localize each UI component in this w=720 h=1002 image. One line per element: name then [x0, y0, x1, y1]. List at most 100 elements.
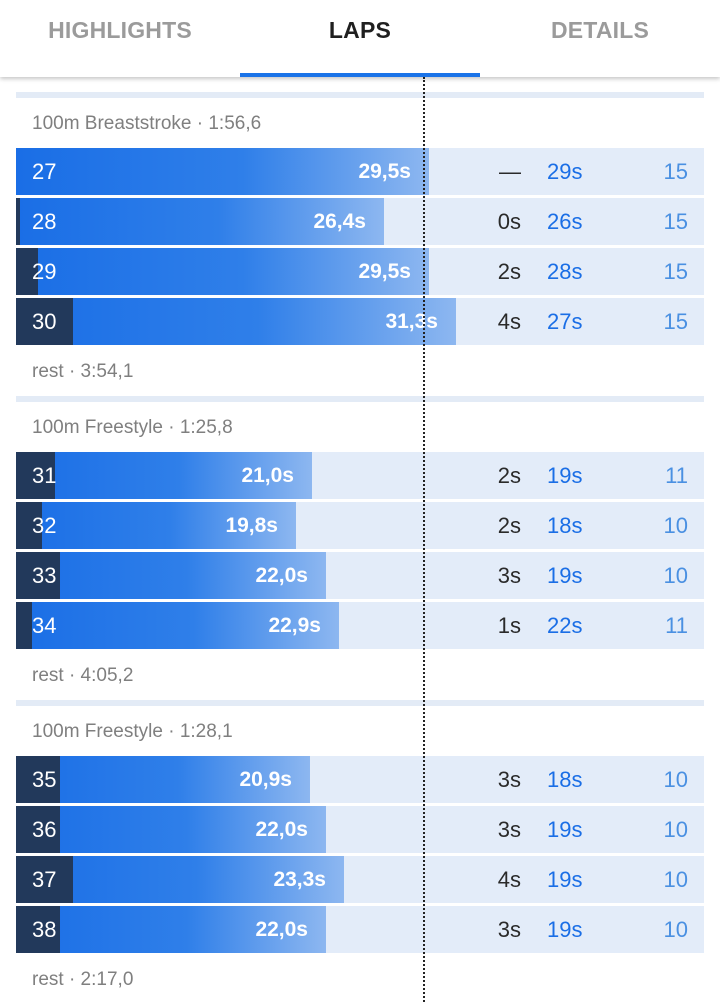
lap-time-bar	[16, 552, 326, 599]
lap-split: 19s	[547, 867, 583, 892]
tab-laps[interactable]: LAPS	[240, 0, 480, 77]
set-title: 100m Breaststroke · 1:56,6	[32, 113, 262, 134]
lap-time: 22,9s	[268, 614, 321, 637]
lap-time: 19,8s	[225, 514, 278, 537]
lap-strokes: 15	[663, 309, 688, 334]
tab-bar: HIGHLIGHTS LAPS DETAILS	[0, 0, 720, 77]
lap-difference: —	[499, 159, 521, 184]
rest-duration: rest · 4:05,2	[32, 665, 134, 686]
lap-rest-segment	[16, 502, 42, 549]
lap-row[interactable]: 38 22,0s 3s 19s 10	[16, 906, 704, 953]
lap-time-bar	[16, 602, 339, 649]
lap-split: 29s	[547, 159, 583, 184]
lap-row[interactable]: 32 19,8s 2s 18s 10	[16, 502, 704, 549]
lap-rest-segment	[16, 906, 60, 953]
lap-difference: 3s	[497, 563, 521, 588]
lap-rest-segment	[16, 452, 55, 499]
lap-row[interactable]: 28 26,4s 0s 26s 15	[16, 198, 704, 245]
lap-time-bar	[16, 198, 384, 245]
lap-split: 26s	[547, 209, 583, 234]
lap-difference: 3s	[497, 767, 521, 792]
lap-strokes: 11	[665, 463, 688, 488]
lap-row[interactable]: 34 22,9s 1s 22s 11	[16, 602, 704, 649]
set-title: 100m Freestyle · 1:28,1	[32, 721, 233, 742]
lap-split: 18s	[547, 767, 583, 792]
lap-split: 19s	[547, 463, 583, 488]
lap-row[interactable]: 29 29,5s 2s 28s 15	[16, 248, 704, 295]
lap-difference: 1s	[497, 613, 521, 638]
set-separator	[16, 396, 704, 402]
tab-highlights[interactable]: HIGHLIGHTS	[0, 0, 240, 77]
tab-highlights-label: HIGHLIGHTS	[48, 17, 192, 43]
lap-difference: 3s	[497, 917, 521, 942]
lap-time-bar	[16, 756, 310, 803]
lap-time: 26,4s	[313, 210, 366, 233]
lap-difference: 2s	[497, 259, 521, 284]
lap-split: 28s	[547, 259, 583, 284]
lap-rest-segment	[16, 552, 60, 599]
lap-number: 34	[32, 613, 57, 638]
lap-time: 29,5s	[358, 260, 411, 283]
lap-time-bar	[16, 452, 312, 499]
lap-time-bar	[16, 906, 326, 953]
lap-number: 35	[32, 767, 57, 792]
previous-rest-partial	[0, 77, 720, 85]
lap-time-bar	[16, 806, 326, 853]
lap-row[interactable]: 31 21,0s 2s 19s 11	[16, 452, 704, 499]
set-separator	[16, 92, 704, 98]
lap-time: 20,9s	[239, 768, 292, 791]
set-title: 100m Freestyle · 1:25,8	[32, 417, 233, 438]
lap-number: 32	[32, 513, 57, 538]
lap-row[interactable]: 35 20,9s 3s 18s 10	[16, 756, 704, 803]
lap-difference: 4s	[497, 309, 521, 334]
lap-difference: 3s	[497, 817, 521, 842]
lap-difference: 4s	[497, 867, 521, 892]
tab-details[interactable]: DETAILS	[480, 0, 720, 77]
lap-split: 22s	[547, 613, 583, 638]
lap-row[interactable]: 30 31,3s 4s 27s 15	[16, 298, 704, 345]
tab-details-label: DETAILS	[550, 17, 650, 43]
lap-row[interactable]: 37 23,3s 4s 19s 10	[16, 856, 704, 903]
lap-number: 28	[32, 209, 57, 234]
lap-strokes: 10	[663, 767, 688, 792]
lap-number: 29	[32, 259, 57, 284]
lap-strokes: 10	[663, 513, 688, 538]
laps-list[interactable]: 100m Breaststroke · 1:56,6 27 29,5s —29s 15 2…	[0, 77, 720, 1002]
tab-laps-label: LAPS	[328, 17, 392, 43]
lap-split: 19s	[547, 917, 583, 942]
lap-split: 18s	[547, 513, 583, 538]
lap-time: 22,0s	[255, 918, 308, 941]
lap-rest-segment	[16, 198, 20, 245]
lap-time-bar	[16, 148, 429, 195]
rest-duration: rest · 3:54,1	[32, 361, 134, 382]
lap-difference: 0s	[497, 209, 521, 234]
lap-rest-segment	[16, 602, 32, 649]
lap-rest-segment	[16, 806, 60, 853]
lap-time-bar	[16, 248, 429, 295]
lap-strokes: 10	[663, 867, 688, 892]
lap-strokes: 11	[665, 613, 688, 638]
lap-number: 27	[32, 159, 57, 184]
lap-row[interactable]: 27 29,5s — 29s 15	[16, 148, 704, 195]
lap-number: 37	[32, 867, 57, 892]
lap-time-bar	[16, 502, 296, 549]
lap-difference: 2s	[497, 463, 521, 488]
lap-strokes: 15	[663, 259, 688, 284]
lap-time-bar	[16, 298, 456, 345]
lap-rest-segment	[16, 248, 38, 295]
lap-row[interactable]: 36 22,0s 3s 19s 10	[16, 806, 704, 853]
lap-strokes: 15	[663, 209, 688, 234]
rest-duration: rest · 2:17,0	[32, 969, 134, 990]
active-tab-indicator	[240, 73, 480, 77]
lap-strokes: 10	[663, 817, 688, 842]
lap-rest-segment	[16, 756, 60, 803]
lap-row[interactable]: 33 22,0s 3s 19s 10	[16, 552, 704, 599]
lap-split: 19s	[547, 563, 583, 588]
reference-line	[423, 77, 425, 1002]
lap-split: 19s	[547, 817, 583, 842]
lap-rest-segment	[16, 298, 73, 345]
lap-number: 30	[32, 309, 57, 334]
lap-strokes: 10	[663, 563, 688, 588]
set-separator	[16, 700, 704, 706]
lap-split: 27s	[547, 309, 583, 334]
